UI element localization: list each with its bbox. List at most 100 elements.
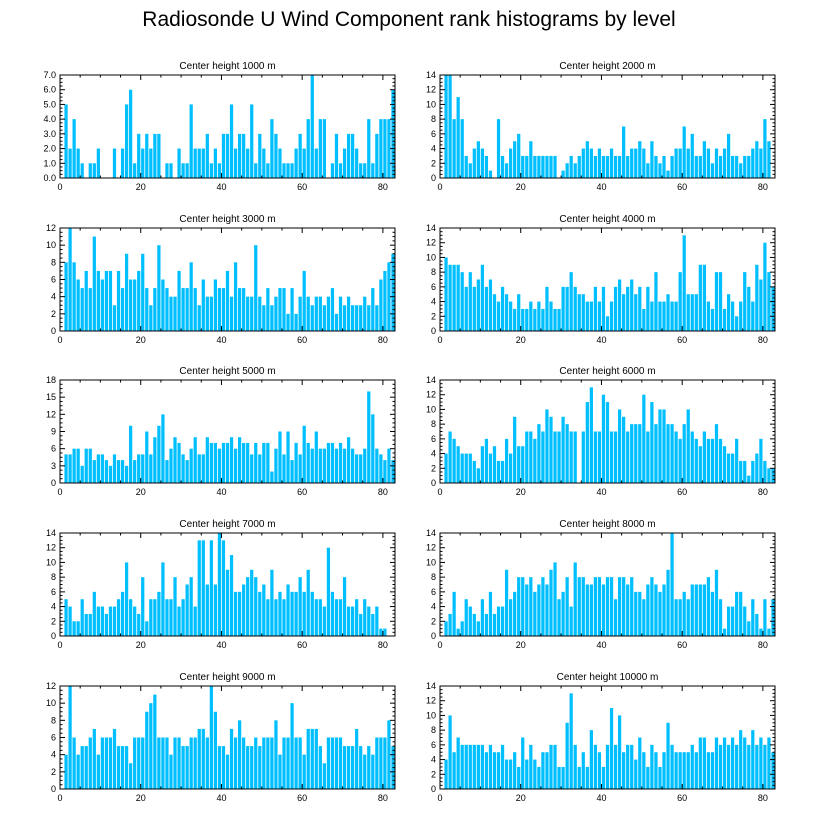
histogram-bar	[137, 133, 141, 178]
y-tick-label: 4	[431, 602, 436, 612]
histogram-bar	[237, 133, 242, 178]
histogram-bar	[68, 228, 72, 331]
histogram-bar	[270, 569, 274, 636]
histogram-bar	[322, 305, 326, 331]
histogram-bar	[112, 305, 117, 331]
histogram-bar	[108, 270, 113, 331]
histogram-bar	[488, 591, 493, 636]
histogram-bar	[484, 752, 489, 789]
histogram-bar	[541, 752, 545, 789]
histogram-bar	[593, 431, 598, 483]
histogram-bar	[682, 126, 686, 178]
histogram-bar	[650, 402, 654, 483]
histogram-bar	[658, 301, 662, 331]
histogram-bar	[145, 133, 149, 178]
histogram-bar	[488, 279, 493, 331]
histogram-bar	[541, 577, 545, 636]
histogram-bar	[654, 424, 658, 483]
histogram-bar	[464, 155, 468, 178]
histogram-bar	[735, 438, 739, 483]
histogram-bar	[64, 754, 68, 789]
histogram-bar	[654, 584, 658, 636]
histogram-bar	[670, 301, 674, 331]
histogram-bar	[755, 264, 759, 331]
histogram-bar	[452, 591, 456, 636]
histogram-bar	[638, 591, 642, 636]
histogram-bar	[302, 148, 306, 178]
histogram-bar	[549, 416, 553, 483]
histogram-bar	[161, 737, 165, 789]
histogram-bar	[72, 119, 76, 178]
histogram-bar	[666, 294, 670, 331]
histogram-bar	[233, 448, 238, 483]
histogram-bar	[650, 744, 654, 789]
histogram-bar	[246, 746, 250, 789]
histogram-bar	[533, 591, 537, 636]
histogram-bar	[710, 308, 715, 331]
histogram-bar	[334, 313, 339, 331]
histogram-bar	[96, 454, 100, 483]
histogram-bar	[521, 577, 525, 636]
histogram-bar	[763, 242, 767, 331]
histogram-bar	[726, 606, 731, 636]
histogram-bar	[613, 286, 618, 331]
histogram-bar	[609, 301, 614, 331]
histogram-bar	[609, 708, 614, 789]
histogram-bar	[509, 599, 513, 636]
histogram-bar	[706, 438, 711, 483]
histogram-bar	[165, 288, 169, 331]
histogram-bar	[517, 766, 521, 789]
histogram-bar	[714, 272, 719, 331]
histogram-bar	[763, 744, 767, 789]
histogram-bar	[371, 163, 375, 178]
histogram-bar	[617, 279, 622, 331]
histogram-bar	[722, 308, 727, 331]
histogram-bar	[225, 133, 230, 178]
histogram-bar	[569, 693, 573, 789]
histogram-bar	[338, 296, 343, 331]
histogram-bar	[221, 288, 226, 331]
histogram-bar	[759, 628, 763, 636]
histogram-bar	[706, 752, 711, 789]
histogram-bar	[488, 170, 493, 178]
histogram-bar	[731, 606, 735, 636]
subplot-title: Center height 2000 m	[559, 61, 655, 72]
histogram-bar	[702, 431, 706, 483]
histogram-bar	[302, 425, 306, 483]
histogram-bar	[589, 730, 593, 789]
histogram-bar	[92, 728, 96, 789]
histogram-bar	[718, 272, 723, 331]
histogram-bar	[694, 438, 698, 483]
histogram-bar	[270, 471, 274, 483]
histogram-bar	[157, 737, 161, 789]
histogram-bar	[92, 163, 96, 178]
y-tick-label: 4	[51, 750, 56, 760]
histogram-bar	[375, 133, 379, 178]
histogram-bar	[116, 599, 121, 636]
histogram-bar	[533, 155, 537, 178]
histogram-bar	[601, 286, 606, 331]
histogram-bar	[282, 599, 286, 636]
histogram-bar	[496, 119, 501, 178]
histogram-bar	[674, 301, 678, 331]
histogram-bar	[326, 296, 331, 331]
histogram-bar	[104, 737, 109, 789]
histogram-bar	[137, 613, 141, 636]
histogram-bar	[371, 613, 375, 636]
histogram-bar	[597, 752, 602, 789]
histogram-bar	[383, 270, 387, 331]
histogram-bar	[129, 763, 133, 789]
x-tick-label: 40	[596, 640, 606, 650]
histogram-bar	[290, 460, 294, 483]
histogram-bar	[452, 438, 456, 483]
histogram-bar	[318, 599, 322, 636]
histogram-bar	[714, 569, 719, 636]
x-tick-label: 80	[758, 487, 768, 497]
histogram-bar	[169, 448, 173, 483]
y-tick-label: 2	[431, 158, 436, 168]
histogram-bar	[193, 437, 197, 483]
x-tick-label: 60	[297, 487, 307, 497]
x-tick-label: 0	[57, 487, 62, 497]
histogram-bar	[573, 286, 577, 331]
